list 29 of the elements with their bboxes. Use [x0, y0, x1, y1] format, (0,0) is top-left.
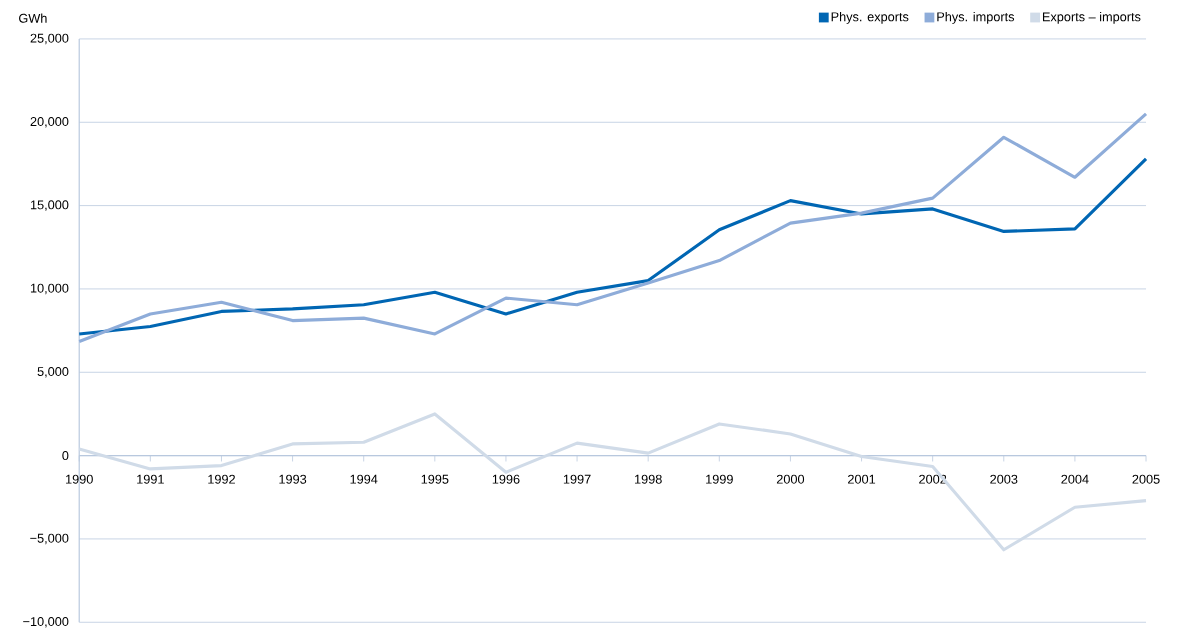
y-tick-label: −10,000	[23, 616, 69, 628]
x-tick-label: 1994	[350, 474, 378, 484]
x-tick-label: 2004	[1061, 474, 1089, 484]
y-tick-label: 15,000	[30, 200, 69, 211]
legend-label: Phys. imports	[937, 11, 1015, 24]
x-tick-label: 1999	[706, 474, 733, 484]
x-tick-label: 1992	[208, 474, 235, 484]
x-tick-label: 2003	[990, 474, 1018, 484]
x-tick-label: 1998	[635, 474, 662, 484]
x-tick-label: 1993	[279, 474, 307, 484]
legend-label: Exports – imports	[1042, 11, 1141, 24]
x-tick-label: 1997	[563, 474, 591, 484]
y-tick-label: 5,000	[37, 366, 69, 378]
x-tick-label: 1991	[137, 474, 164, 484]
x-tick-label: 1996	[492, 474, 520, 484]
x-tick-label: 1995	[421, 474, 449, 484]
y-axis-title: GWh	[19, 13, 47, 23]
y-tick-label: 0	[62, 450, 69, 460]
x-tick-label: 2001	[848, 474, 876, 484]
x-tick-label: 2000	[776, 474, 805, 484]
y-tick-label: 20,000	[30, 116, 69, 128]
x-tick-label: 1990	[66, 474, 93, 484]
x-tick-label: 2005	[1132, 474, 1160, 484]
line-series	[77, 112, 1148, 343]
y-tick-label: 25,000	[30, 33, 69, 45]
y-tick-label: 10,000	[30, 283, 69, 295]
line-series	[77, 157, 1148, 336]
legend-label: Phys. exports	[831, 11, 909, 24]
y-tick-label: −5,000	[30, 533, 69, 545]
